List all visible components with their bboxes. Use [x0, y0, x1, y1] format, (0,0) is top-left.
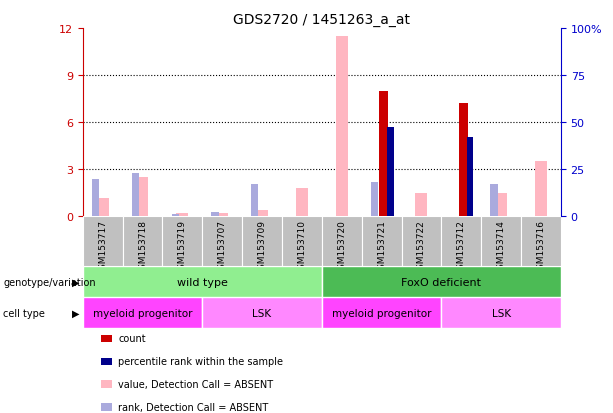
Bar [362, 217, 402, 266]
Bar [490, 185, 498, 217]
Text: GSM153712: GSM153712 [457, 219, 466, 274]
Bar [177, 214, 188, 217]
Bar [379, 92, 388, 217]
Bar [416, 193, 427, 217]
Bar [202, 297, 322, 328]
Bar [282, 217, 322, 266]
Title: GDS2720 / 1451263_a_at: GDS2720 / 1451263_a_at [234, 12, 410, 26]
Text: ▶: ▶ [72, 308, 79, 318]
Bar [202, 217, 242, 266]
Bar [242, 217, 282, 266]
Bar [402, 217, 441, 266]
Bar [371, 182, 378, 217]
Text: myeloid progenitor: myeloid progenitor [93, 308, 192, 318]
Bar [535, 162, 547, 217]
Text: rank, Detection Call = ABSENT: rank, Detection Call = ABSENT [118, 402, 268, 412]
Text: value, Detection Call = ABSENT: value, Detection Call = ABSENT [118, 379, 273, 389]
Text: LSK: LSK [253, 308, 272, 318]
Bar [441, 217, 481, 266]
Bar [495, 193, 507, 217]
Text: GSM153707: GSM153707 [218, 219, 227, 274]
Bar [521, 217, 561, 266]
Text: GSM153721: GSM153721 [377, 219, 386, 274]
Bar [467, 138, 473, 217]
Text: GSM153718: GSM153718 [138, 219, 147, 274]
Bar [387, 128, 394, 217]
Bar [441, 297, 561, 328]
Text: wild type: wild type [177, 277, 227, 287]
Bar [459, 104, 468, 217]
Text: ▶: ▶ [72, 277, 79, 287]
Text: GSM153714: GSM153714 [497, 219, 506, 274]
Text: GSM153722: GSM153722 [417, 219, 426, 274]
Bar [216, 214, 228, 217]
Text: FoxO deficient: FoxO deficient [402, 277, 481, 287]
Text: cell type: cell type [3, 308, 45, 318]
Bar [322, 297, 441, 328]
Bar [481, 217, 521, 266]
Bar [172, 214, 179, 217]
Bar [83, 297, 202, 328]
Text: GSM153716: GSM153716 [536, 219, 546, 274]
Bar [256, 211, 268, 217]
Text: myeloid progenitor: myeloid progenitor [332, 308, 432, 318]
Text: GSM153720: GSM153720 [337, 219, 346, 274]
Bar [322, 266, 561, 297]
Bar [92, 179, 99, 217]
Bar [83, 266, 322, 297]
Bar [97, 198, 109, 217]
Bar [211, 212, 219, 217]
Bar [251, 185, 259, 217]
Bar [296, 189, 308, 217]
Text: GSM153710: GSM153710 [297, 219, 306, 274]
Text: GSM153719: GSM153719 [178, 219, 187, 274]
Bar [123, 217, 162, 266]
Bar [162, 217, 202, 266]
Bar [83, 217, 123, 266]
Text: GSM153717: GSM153717 [98, 219, 107, 274]
Text: percentile rank within the sample: percentile rank within the sample [118, 356, 283, 366]
Bar [322, 217, 362, 266]
Bar [336, 37, 348, 217]
Text: count: count [118, 334, 146, 344]
Bar [132, 173, 139, 217]
Bar [137, 178, 148, 217]
Text: GSM153709: GSM153709 [257, 219, 267, 274]
Text: LSK: LSK [492, 308, 511, 318]
Text: genotype/variation: genotype/variation [3, 277, 96, 287]
